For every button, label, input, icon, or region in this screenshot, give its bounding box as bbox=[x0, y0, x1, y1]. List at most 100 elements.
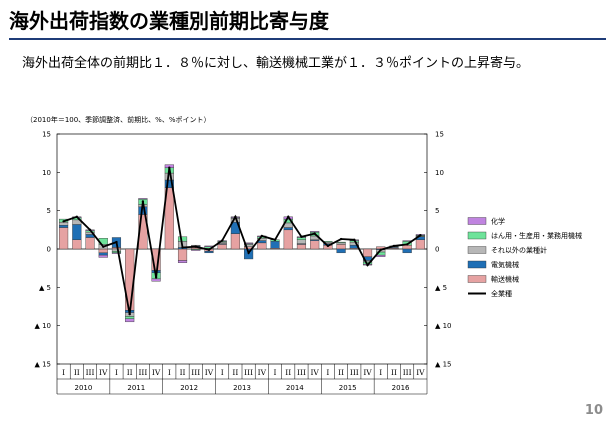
bar-segment bbox=[72, 239, 82, 250]
total-point bbox=[392, 244, 396, 248]
x-tick-label: II bbox=[232, 368, 238, 377]
bar-segment bbox=[111, 248, 122, 252]
total-point bbox=[234, 215, 237, 218]
x-tick-label: III bbox=[191, 368, 200, 377]
legend-label: はん用・生産用・業務用機械 bbox=[491, 231, 582, 240]
total-point bbox=[181, 246, 184, 249]
x-tick-label: IV bbox=[310, 368, 319, 377]
chart-unit-note: （2010年＝100、季節調整済、前期比、%、%ポイント） bbox=[26, 116, 211, 124]
x-tick-label: II bbox=[285, 368, 291, 377]
x-tick-label: I bbox=[326, 368, 329, 377]
x-tick-label: I bbox=[274, 368, 277, 377]
year-label: 2014 bbox=[286, 384, 304, 392]
total-point bbox=[102, 245, 105, 248]
bar-segment bbox=[111, 251, 122, 254]
year-label: 2015 bbox=[339, 384, 357, 392]
bar-segment bbox=[296, 244, 307, 250]
bar-segment bbox=[376, 254, 386, 257]
bar-segment bbox=[415, 239, 425, 250]
x-tick-label: III bbox=[138, 368, 147, 377]
bar-segment bbox=[151, 278, 161, 282]
total-point bbox=[207, 248, 211, 251]
y-tick-label-left: ▲ 15 bbox=[34, 361, 51, 369]
x-tick-label: III bbox=[297, 368, 306, 377]
x-tick-label: I bbox=[379, 368, 382, 377]
x-tick-label: IV bbox=[416, 368, 425, 377]
legend-label: 化学 bbox=[491, 217, 505, 226]
bar-segment bbox=[111, 252, 122, 254]
legend-swatch bbox=[467, 217, 487, 225]
bar-segment bbox=[72, 224, 82, 240]
total-point bbox=[366, 263, 369, 267]
total-point bbox=[128, 312, 131, 316]
total-point bbox=[326, 244, 330, 248]
bar-segment bbox=[257, 242, 267, 250]
x-tick-label: IV bbox=[258, 368, 267, 377]
bar-segment bbox=[125, 316, 135, 319]
total-point bbox=[313, 232, 316, 235]
bar-segment bbox=[59, 225, 69, 228]
slide-summary: 海外出荷全体の前期比１．８％に対し、輸送機械工業が１．３％ポイントの上昇寄与。 bbox=[22, 56, 530, 71]
bar-segment bbox=[111, 247, 122, 250]
legend-label: それ以外の業種計 bbox=[491, 246, 547, 255]
bar-segment bbox=[402, 248, 412, 254]
total-point bbox=[141, 200, 145, 203]
bar-segment bbox=[177, 236, 188, 242]
year-label: 2011 bbox=[127, 384, 145, 392]
bar-segment bbox=[336, 241, 346, 244]
x-tick-label: II bbox=[127, 368, 133, 377]
total-point bbox=[115, 240, 118, 244]
legend-swatch bbox=[467, 246, 487, 254]
x-tick-label: III bbox=[244, 368, 253, 377]
bar-segment bbox=[402, 244, 412, 250]
total-point bbox=[247, 251, 250, 255]
legend-swatch bbox=[467, 231, 487, 240]
y-tick-label-left: 5 bbox=[47, 207, 51, 215]
x-tick-label: I bbox=[221, 368, 224, 377]
x-tick-label: IV bbox=[99, 368, 108, 377]
total-point bbox=[154, 276, 158, 279]
bar-segment bbox=[177, 248, 188, 261]
slide-title: 海外出荷指数の業種別前期比寄与度 bbox=[9, 9, 329, 33]
total-point bbox=[353, 238, 356, 241]
x-tick-label: I bbox=[62, 368, 65, 377]
total-point bbox=[339, 237, 343, 241]
legend-swatch bbox=[467, 260, 487, 269]
x-tick-label: II bbox=[338, 368, 344, 377]
bar-segment bbox=[59, 221, 69, 226]
y-tick-label-right: 5 bbox=[435, 207, 439, 215]
year-label: 2016 bbox=[392, 384, 410, 392]
x-tick-label: III bbox=[86, 368, 95, 377]
year-label: 2012 bbox=[180, 384, 198, 392]
y-tick-label-right: 0 bbox=[435, 246, 439, 254]
total-point bbox=[168, 166, 171, 169]
bar-segment bbox=[310, 240, 320, 250]
year-label: 2013 bbox=[233, 384, 251, 392]
bar-segment bbox=[125, 318, 135, 323]
legend-label: 輸送機械 bbox=[491, 275, 519, 284]
y-tick-label-left: 0 bbox=[47, 246, 51, 254]
bar-segment bbox=[138, 198, 148, 200]
y-tick-label-left: 10 bbox=[42, 169, 51, 177]
title-underline bbox=[9, 38, 606, 40]
total-point bbox=[62, 220, 65, 223]
y-tick-label-right: ▲ 5 bbox=[435, 284, 447, 292]
x-tick-label: IV bbox=[152, 368, 161, 377]
year-label: 2010 bbox=[75, 384, 93, 392]
y-tick-label-right: ▲ 15 bbox=[435, 361, 452, 369]
total-point bbox=[405, 243, 409, 246]
total-point bbox=[220, 239, 224, 242]
bar-segment bbox=[98, 248, 108, 254]
bar-segment bbox=[217, 244, 227, 250]
bar-segment bbox=[59, 227, 69, 250]
bar-segment bbox=[85, 237, 95, 250]
bar-segment bbox=[191, 249, 201, 251]
y-tick-label-right: 10 bbox=[435, 169, 444, 177]
legend-label: 電気機械 bbox=[491, 260, 519, 269]
total-point bbox=[75, 215, 79, 218]
x-tick-label: III bbox=[350, 368, 359, 377]
total-series-line bbox=[63, 167, 421, 315]
x-tick-label: II bbox=[180, 368, 186, 377]
total-point bbox=[300, 235, 303, 238]
legend-swatch bbox=[467, 275, 487, 283]
